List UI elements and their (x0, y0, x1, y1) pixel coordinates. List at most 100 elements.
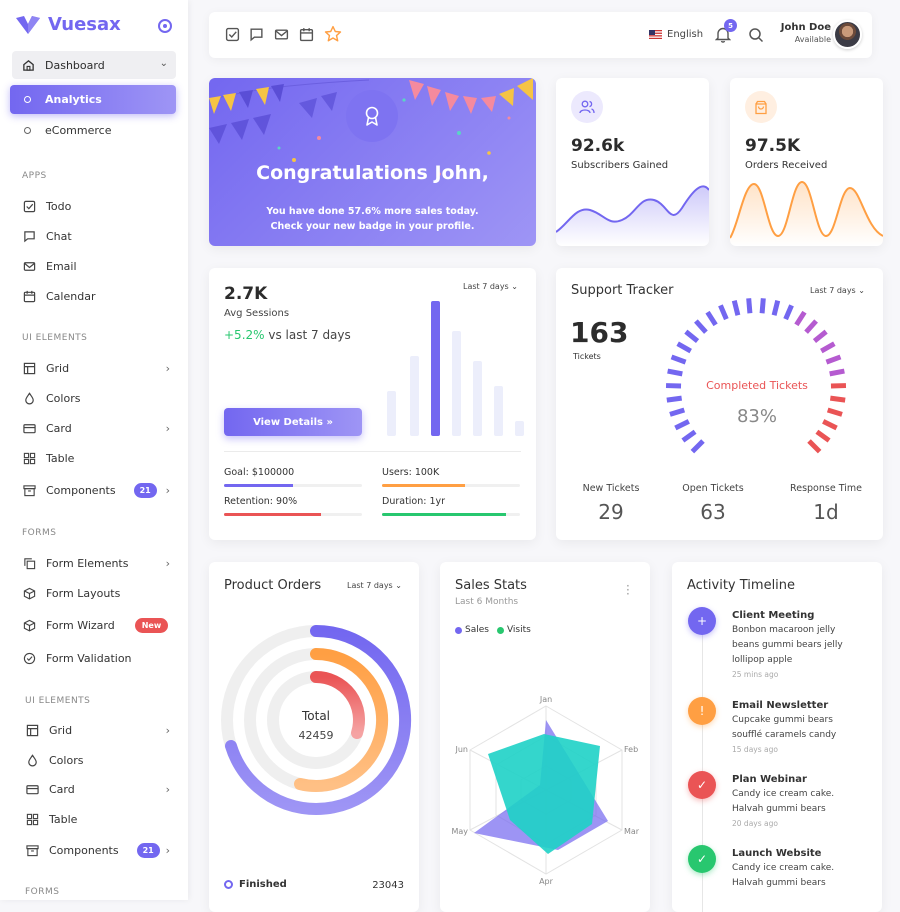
gauge-tick (672, 357, 686, 362)
notification-button[interactable]: 5 (715, 26, 731, 47)
sidebar-item-table-2[interactable]: Table (25, 810, 175, 828)
period-dropdown[interactable]: Last 7 days ⌄ (347, 581, 402, 590)
calendar-icon[interactable] (299, 27, 314, 42)
user-info[interactable]: John Doe Available (771, 22, 831, 44)
us-flag-icon (649, 30, 662, 39)
section-header: APPS (22, 171, 47, 181)
sidebar-item-dashboard[interactable]: Dashboard ⌄ (12, 51, 176, 79)
gauge-tick (692, 441, 703, 452)
sidebar-item-calendar[interactable]: Calendar (22, 287, 172, 305)
more-vertical-icon[interactable]: ··· (626, 584, 630, 596)
stat-value: 63 (678, 500, 748, 524)
checkbox-icon[interactable] (225, 27, 240, 42)
timeline-time: 20 days ago (732, 819, 872, 828)
subscribers-card: 92.6k Subscribers Gained (556, 78, 709, 246)
gauge-tick (806, 321, 816, 332)
sidebar-item-table[interactable]: Table (22, 449, 172, 467)
section-header: FORMS (25, 887, 60, 897)
support-tracker-card: Support Tracker Last 7 days ⌄ 163 Ticket… (556, 268, 883, 540)
sidebar-item-grid[interactable]: Grid› (22, 359, 172, 377)
credit-card-icon (22, 421, 36, 435)
circle-icon (24, 96, 31, 103)
gauge-tick (826, 357, 840, 362)
timeline-title: Plan Webinar (732, 774, 872, 785)
sidebar-item-form-layouts[interactable]: Form Layouts (22, 584, 172, 602)
sessions-bar (431, 301, 440, 436)
sidebar-item-grid-2[interactable]: Grid› (25, 721, 175, 739)
stat-item: Users: 100K (382, 467, 520, 487)
sidebar-item-todo[interactable]: Todo (22, 197, 172, 215)
language-selector[interactable]: English (649, 29, 703, 40)
gauge-tick (668, 371, 683, 374)
sessions-bar (473, 361, 482, 436)
section-header: UI ELEMENTS (25, 696, 90, 706)
count-badge: 21 (137, 843, 160, 858)
stat-label: Duration: 1yr (382, 496, 520, 507)
gauge-tick (720, 305, 726, 319)
gauge-value: 83% (696, 406, 818, 427)
chat-icon[interactable] (249, 27, 264, 42)
divider (224, 451, 521, 452)
sidebar-item-email[interactable]: Email (22, 257, 172, 275)
new-badge: New (135, 618, 169, 633)
checkbox-icon (22, 199, 36, 213)
language-label: English (667, 29, 703, 40)
radar-label-jun: Jun (455, 745, 469, 754)
sidebar-item-analytics[interactable]: Analytics (10, 85, 176, 114)
grid-icon (22, 451, 36, 465)
search-icon[interactable] (748, 27, 764, 43)
sidebar-item-card[interactable]: Card› (22, 419, 172, 437)
sidebar-item-form-elements[interactable]: Form Elements› (22, 554, 172, 572)
sidebar-item-label: Colors (46, 392, 80, 405)
orders-area-chart (730, 166, 883, 246)
timeline-text: Halvah gummi bears (732, 876, 872, 891)
gauge-tick (821, 344, 834, 351)
view-details-button[interactable]: View Details » (224, 408, 362, 436)
orders-value: 97.5K (745, 136, 800, 156)
tickets-label: Tickets (573, 352, 601, 361)
sidebar-item-ecommerce[interactable]: eCommerce (24, 124, 111, 137)
sidebar-item-colors[interactable]: Colors (22, 389, 172, 407)
activity-timeline-card: Activity Timeline + Client Meeting Bonbo… (672, 562, 882, 912)
credit-card-icon (25, 782, 39, 796)
legend-dot (497, 627, 504, 634)
droplet-icon (25, 753, 39, 767)
avatar[interactable] (833, 20, 862, 49)
card-title: Sales Stats (455, 578, 527, 593)
sidebar-item-label: Table (49, 813, 77, 826)
archive-icon (22, 483, 36, 497)
gauge-tick (686, 332, 698, 341)
sidebar-item-label: Chat (46, 230, 72, 243)
mail-icon[interactable] (274, 27, 289, 42)
sidebar-item-form-validation[interactable]: Form Validation (22, 649, 172, 667)
chart-legend: Sales Visits (455, 625, 531, 635)
brand-logo[interactable]: Vuesax (16, 14, 121, 35)
star-icon[interactable] (324, 25, 342, 43)
legend-item-visits: Visits (497, 625, 531, 635)
stat-label: Response Time (785, 483, 867, 494)
legend-dot (455, 627, 462, 634)
stat-progress-fill (382, 484, 465, 487)
gauge-tick (830, 371, 845, 374)
chevron-right-icon: › (166, 484, 170, 497)
sidebar-item-label: Form Elements (46, 557, 128, 570)
sidebar-toggle-icon[interactable] (158, 19, 172, 33)
top-navbar: English 5 John Doe Available (209, 12, 872, 58)
timeline-text: Bonbon macaroon jelly (732, 623, 872, 638)
timeline-time: 25 mins ago (732, 670, 872, 679)
chevron-down-icon: ⌄ (160, 58, 168, 69)
sidebar-item-label: Form Validation (46, 652, 132, 665)
sidebar-item-label: Components (46, 484, 116, 497)
legend-label: Sales (465, 625, 489, 635)
sidebar-item-label: Grid (46, 362, 69, 375)
sidebar-item-chat[interactable]: Chat (22, 227, 172, 245)
sidebar-item-card-2[interactable]: Card› (25, 780, 175, 798)
sidebar-item-label: Email (46, 260, 77, 273)
gauge-tick (675, 421, 688, 428)
brand-name: Vuesax (48, 14, 121, 35)
chevron-down-icon: ⌄ (858, 286, 865, 295)
sidebar-item-colors-2[interactable]: Colors (25, 751, 175, 769)
